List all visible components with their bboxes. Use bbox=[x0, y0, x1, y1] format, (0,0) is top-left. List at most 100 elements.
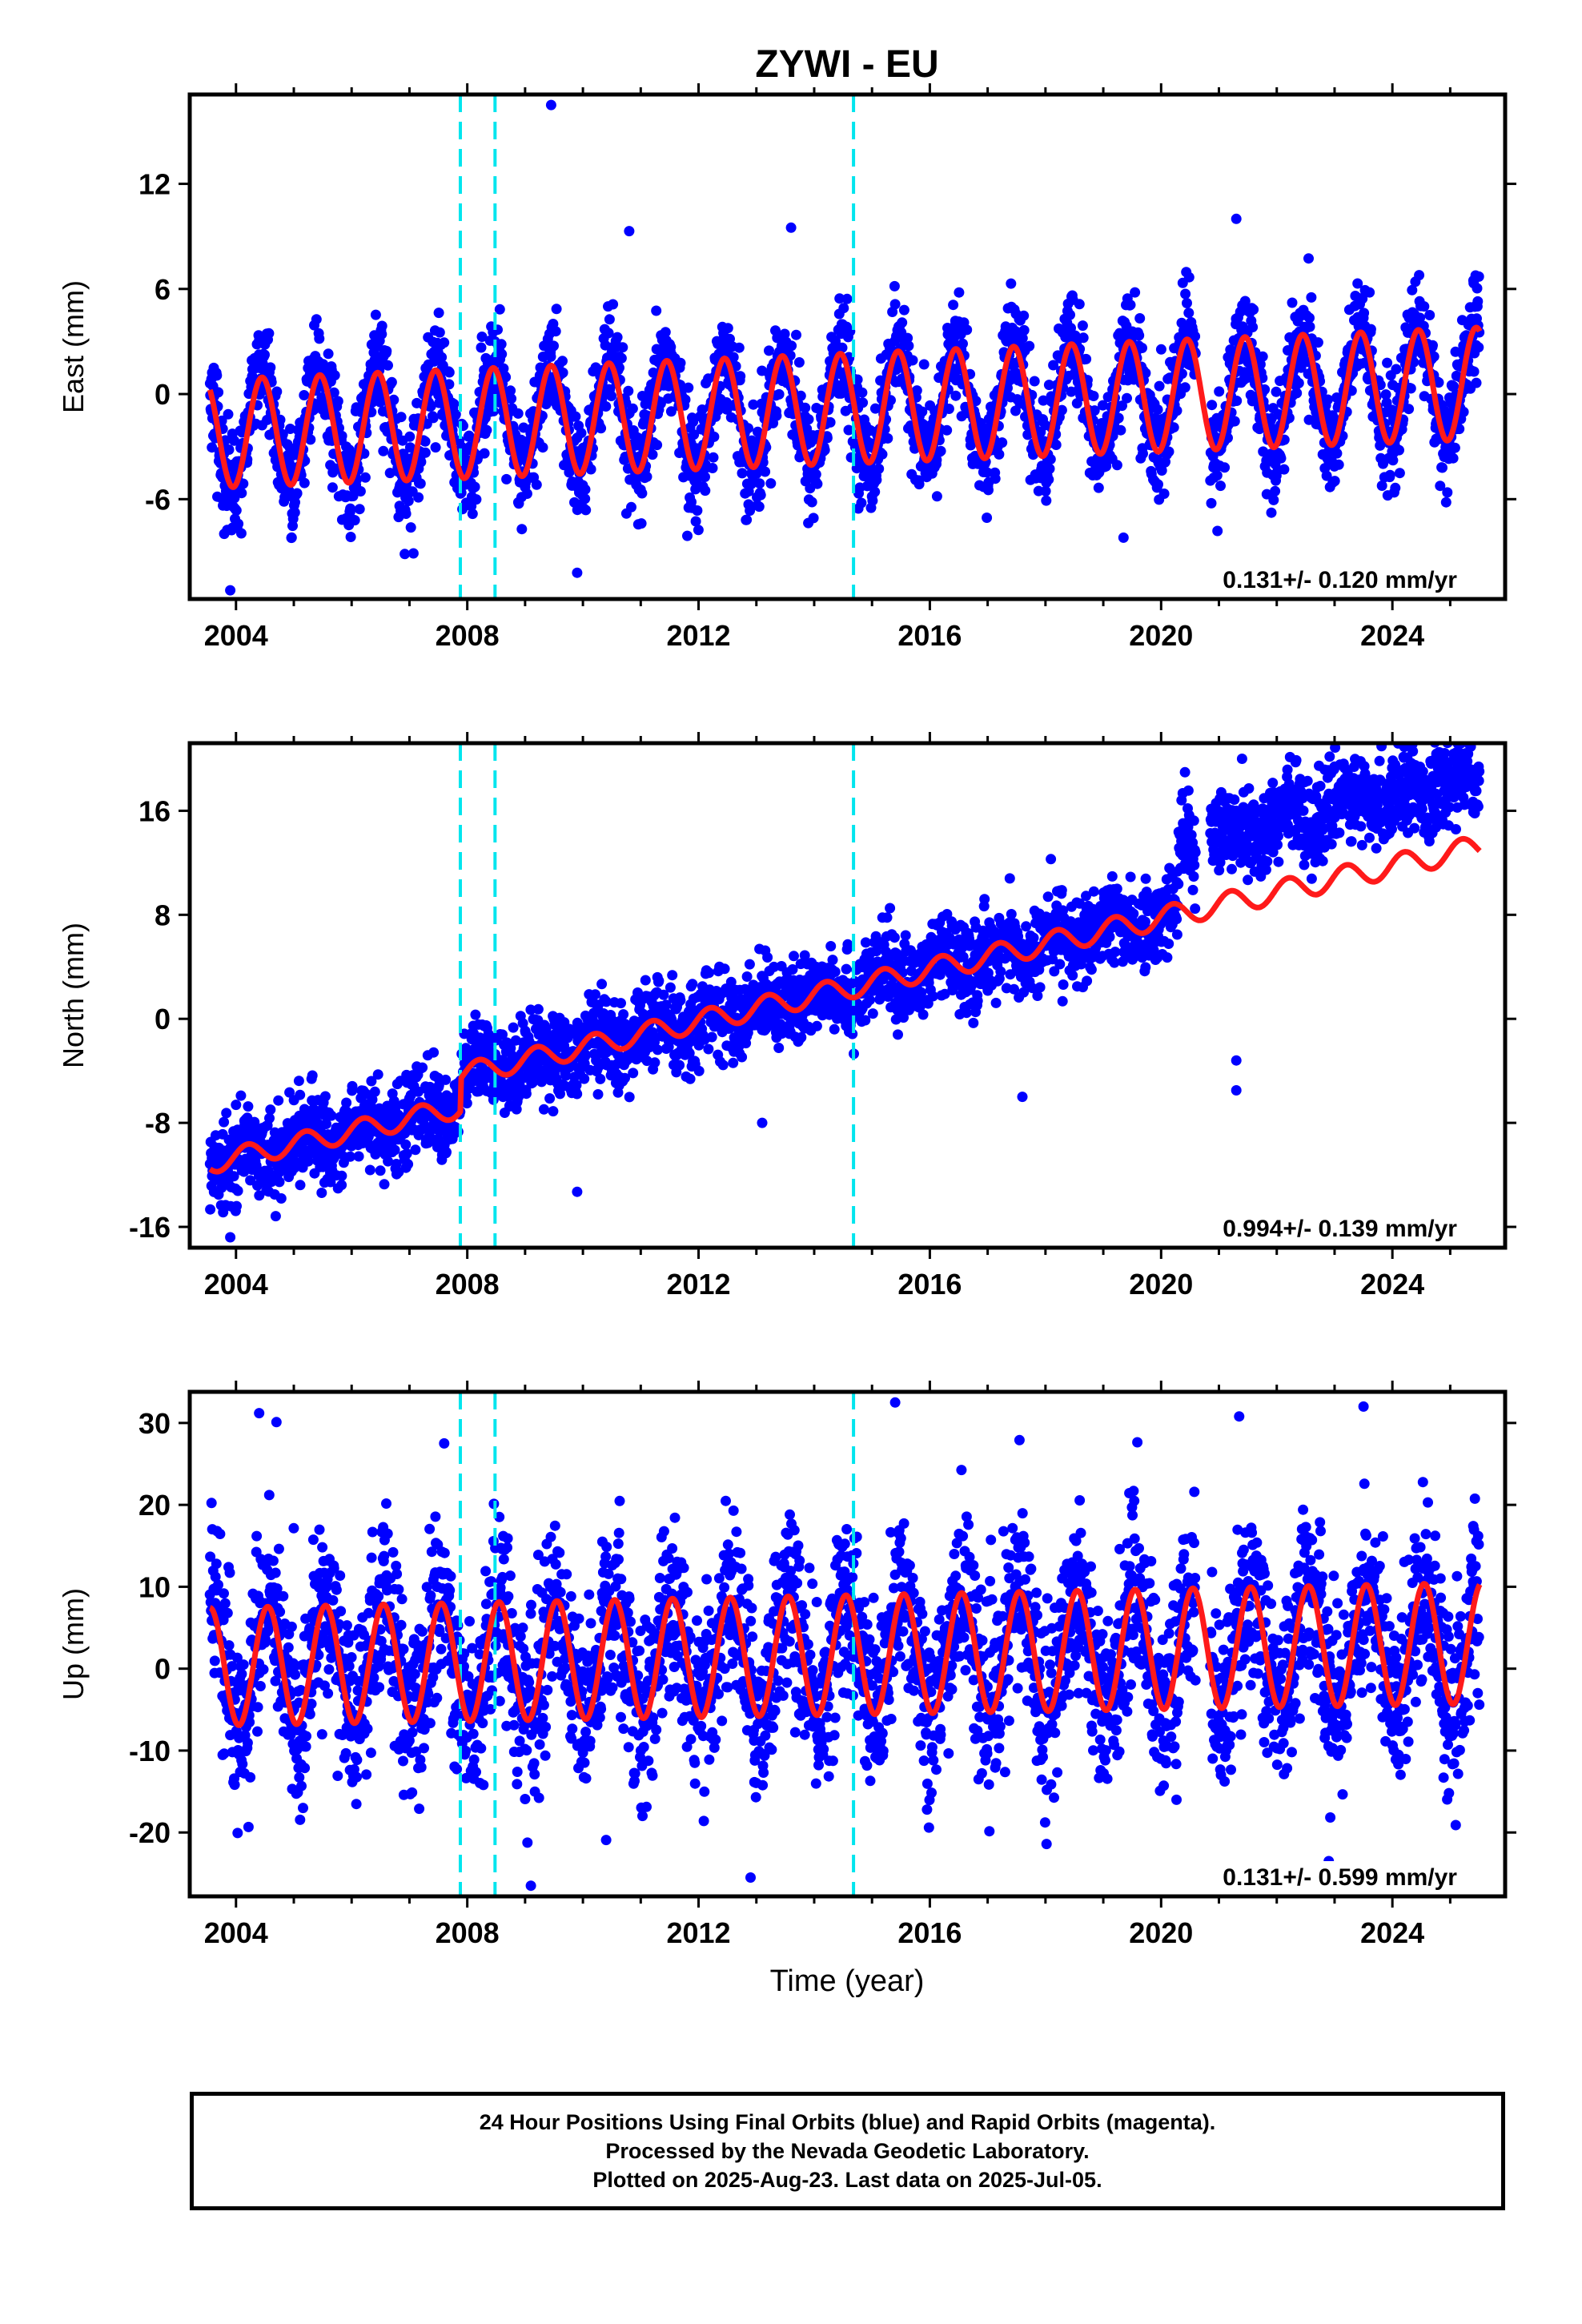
north-data-point bbox=[773, 1043, 785, 1053]
east-data-point bbox=[652, 440, 663, 451]
north-data-point bbox=[579, 1073, 590, 1084]
east-data-point bbox=[420, 436, 431, 447]
north-data-point bbox=[326, 1110, 337, 1121]
east-data-point bbox=[856, 497, 867, 509]
east-data-point bbox=[838, 303, 849, 314]
east-data-point bbox=[408, 548, 419, 559]
east-data-point bbox=[871, 474, 882, 485]
east-data-point bbox=[819, 444, 830, 456]
east-data-point bbox=[376, 328, 387, 340]
east-data-point bbox=[1247, 322, 1259, 332]
east-data-point bbox=[596, 423, 607, 434]
north-data-point bbox=[592, 1089, 604, 1100]
north-data-point bbox=[389, 1144, 400, 1156]
east-data-point bbox=[381, 345, 392, 356]
east-data-point bbox=[1088, 391, 1099, 401]
east-data-point bbox=[771, 410, 782, 421]
east-data-point bbox=[786, 340, 797, 352]
east-data-point bbox=[428, 412, 439, 424]
east-data-point bbox=[516, 524, 528, 535]
east-data-point bbox=[1414, 270, 1425, 281]
east-data-point bbox=[1229, 416, 1240, 427]
east-data-point bbox=[821, 432, 833, 444]
north-data-point bbox=[741, 971, 753, 982]
east-data-point bbox=[1312, 337, 1323, 348]
east-data-point bbox=[1468, 366, 1480, 377]
east-data-point bbox=[1043, 474, 1054, 485]
east-data-point bbox=[345, 532, 356, 542]
east-data-point bbox=[481, 424, 492, 436]
east-data-point bbox=[323, 348, 334, 360]
north-data-point bbox=[417, 1062, 428, 1073]
north-data-point bbox=[293, 1076, 304, 1087]
east-data-point bbox=[263, 328, 275, 339]
east-data-point bbox=[1287, 297, 1298, 308]
east-data-point bbox=[299, 477, 310, 489]
east-data-point bbox=[531, 479, 542, 490]
east-data-point bbox=[329, 370, 340, 381]
north-data-point bbox=[719, 963, 730, 975]
east-data-point bbox=[765, 478, 777, 489]
north-data-point bbox=[205, 1204, 216, 1215]
east-data-point bbox=[745, 505, 756, 517]
north-data-point bbox=[270, 1211, 281, 1222]
east-data-point bbox=[259, 349, 270, 360]
east-data-point bbox=[476, 342, 487, 353]
east-data-point bbox=[537, 442, 548, 453]
east-data-point bbox=[825, 416, 836, 428]
north-data-point bbox=[232, 1185, 243, 1196]
east-data-point bbox=[600, 340, 611, 351]
east-data-point bbox=[1472, 296, 1484, 307]
east-data-point bbox=[448, 398, 460, 409]
north-plot-area bbox=[204, 743, 1485, 1248]
east-data-point bbox=[314, 333, 325, 344]
east-data-point bbox=[889, 280, 900, 292]
chart-title: ZYWI - EU bbox=[755, 43, 938, 86]
east-x-tick-label: 2020 bbox=[1129, 619, 1193, 652]
east-data-point bbox=[617, 342, 628, 353]
north-data-point bbox=[369, 1086, 380, 1097]
east-data-point bbox=[982, 513, 993, 523]
east-data-point bbox=[692, 505, 703, 516]
north-data-point bbox=[336, 1180, 347, 1191]
east-data-point bbox=[1137, 343, 1147, 353]
east-data-point bbox=[496, 339, 507, 350]
east-data-point bbox=[1074, 299, 1085, 310]
east-outlier-point bbox=[1231, 213, 1242, 224]
north-data-point bbox=[687, 979, 698, 990]
east-data-point bbox=[235, 528, 247, 539]
east-data-point bbox=[413, 492, 424, 503]
east-data-point bbox=[857, 397, 869, 408]
east-data-point bbox=[958, 338, 968, 349]
east-y-tick-label: 12 bbox=[139, 168, 171, 201]
east-data-point bbox=[403, 496, 414, 506]
north-data-point bbox=[538, 1104, 549, 1115]
east-data-point bbox=[576, 428, 587, 439]
east-y-axis-title: East (mm) bbox=[57, 280, 90, 413]
east-data-point bbox=[271, 386, 283, 397]
north-data-point bbox=[274, 1176, 285, 1188]
east-data-point bbox=[800, 402, 811, 413]
east-x-tick-label: 2004 bbox=[204, 619, 268, 652]
east-data-point bbox=[869, 486, 881, 497]
east-x-tick-label: 2008 bbox=[436, 619, 500, 652]
east-data-point bbox=[1291, 388, 1303, 399]
east-data-point bbox=[867, 495, 878, 506]
east-data-point bbox=[415, 478, 426, 489]
east-data-point bbox=[500, 372, 512, 383]
east-data-point bbox=[1303, 253, 1314, 264]
north-data-point bbox=[221, 1108, 232, 1119]
east-data-point bbox=[665, 341, 677, 352]
east-data-point bbox=[1447, 452, 1459, 464]
north-data-point bbox=[307, 1070, 318, 1081]
east-data-point bbox=[1183, 271, 1195, 283]
east-data-point bbox=[627, 403, 638, 414]
east-data-point bbox=[688, 416, 699, 428]
north-data-point bbox=[364, 1164, 375, 1176]
east-data-point bbox=[416, 456, 427, 468]
east-data-point bbox=[1359, 308, 1370, 319]
east-data-point bbox=[545, 351, 556, 362]
east-data-point bbox=[388, 394, 400, 405]
east-data-point bbox=[1134, 313, 1146, 324]
north-data-point bbox=[674, 1059, 685, 1071]
